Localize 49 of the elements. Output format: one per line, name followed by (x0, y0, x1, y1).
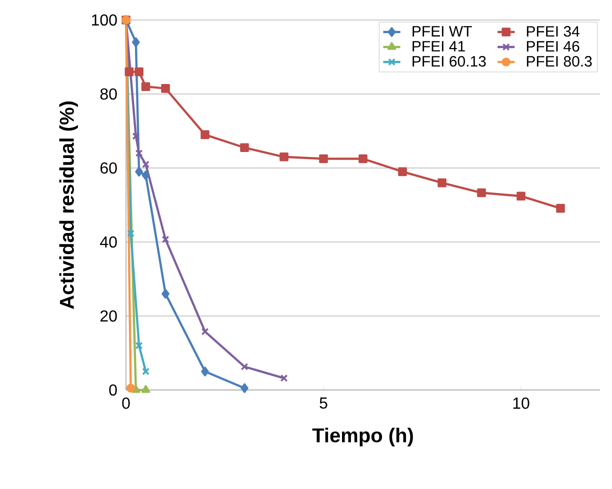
point (358, 154, 368, 164)
point (240, 143, 249, 152)
y-tick-label: 40 (100, 236, 117, 248)
point (135, 149, 143, 157)
point (135, 166, 143, 177)
point (162, 236, 170, 244)
legend-label: PFEI WT (412, 26, 472, 36)
point (141, 82, 150, 91)
y-tick-label: 60 (100, 162, 117, 174)
point (124, 67, 134, 76)
point (127, 230, 134, 238)
point (142, 160, 150, 168)
legend-label: PFEI 60.13 (412, 56, 486, 67)
point (141, 385, 150, 393)
point (132, 37, 140, 48)
point (142, 170, 150, 180)
legend-label: PFEI 34 (526, 26, 580, 37)
y-axis-title: Actividad residual (%) (59, 102, 78, 309)
point (280, 152, 288, 162)
x-tick-label: 10 (513, 398, 530, 409)
point (280, 374, 288, 382)
legend-label: PFEI 80.3 (526, 56, 592, 67)
legend-label: PFEI 46 (526, 41, 580, 52)
point (319, 154, 328, 164)
point (134, 67, 144, 76)
point (438, 178, 446, 188)
point (200, 130, 210, 140)
point (132, 132, 140, 140)
point (201, 366, 209, 376)
point (142, 368, 150, 376)
x-tick-label: 5 (320, 398, 328, 409)
point (162, 288, 170, 299)
point (240, 383, 248, 394)
legend-label: PFEI 41 (412, 41, 465, 52)
point (126, 384, 136, 393)
point (240, 362, 248, 370)
point (135, 342, 143, 350)
point (516, 192, 526, 201)
y-tick-label: 100 (92, 14, 117, 26)
x-axis-title: Tiempo (h) (312, 428, 413, 446)
point (477, 188, 486, 198)
y-tick-label: 80 (100, 88, 117, 100)
x-tick-label: 0 (122, 398, 130, 409)
point (398, 167, 407, 176)
point (161, 84, 170, 93)
y-tick-label: 0 (109, 384, 117, 396)
y-tick-label: 20 (100, 310, 117, 322)
point (201, 328, 209, 336)
point (556, 204, 565, 213)
